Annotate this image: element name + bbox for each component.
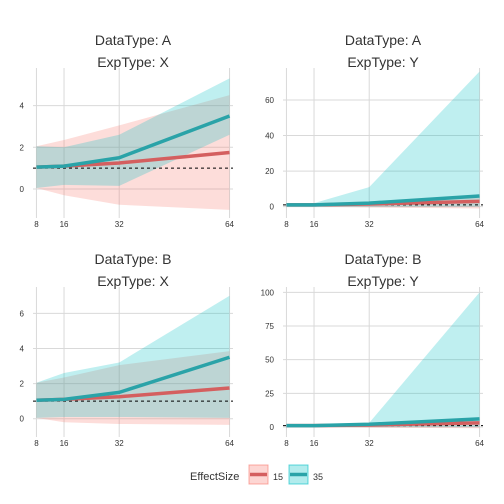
panel-2-band-35: [286, 71, 480, 207]
panel-2-ytick-label: 20: [265, 167, 274, 176]
panel-1-xtick-label: 32: [115, 220, 124, 229]
panel-2-line-35: [286, 194, 480, 207]
panel-4-ytick-label: 25: [265, 389, 274, 398]
panel-4-band-35: [286, 292, 480, 427]
panel-1-ytick-label: 0: [20, 185, 25, 194]
panel-3-xtick-label: 8: [34, 439, 39, 448]
panel-3-ytick-label: 2: [20, 380, 25, 389]
panel-3-band-35: [36, 295, 230, 418]
panel-3-xtick-label: 16: [60, 439, 69, 448]
panel-1: DataType: A ExpType: X 0 2 4 8 16 32 64: [20, 32, 235, 229]
legend-key-35: [288, 464, 309, 485]
panel-1-xtick-label: 16: [60, 220, 69, 229]
panel-2-xtick-label: 8: [284, 220, 289, 229]
panel-3-ytick-label: 6: [20, 309, 25, 318]
panel-4-xtick-label: 64: [475, 439, 484, 448]
panel-4-title-line-2: ExpType: Y: [347, 273, 419, 289]
panel-1-ytick-label: 4: [20, 102, 25, 111]
panel-4-ytick-label: 50: [265, 356, 274, 365]
panel-1-ytick-label: 2: [20, 143, 25, 152]
panel-4-ytick-label: 0: [270, 423, 275, 432]
panel-3-ytick-label: 0: [20, 415, 25, 424]
panel-4-ytick-label: 75: [265, 322, 274, 331]
panel-4-xtick-label: 32: [365, 439, 374, 448]
panel-4-ytick-label: 100: [261, 288, 275, 297]
legend: EffectSize 15 35: [190, 464, 323, 485]
legend-label-15: 15: [273, 472, 283, 482]
panel-2-ytick-label: 0: [270, 203, 275, 212]
panel-1-title-line-1: DataType: A: [95, 32, 172, 48]
panel-2-xtick-label: 64: [475, 220, 484, 229]
panel-3-title-line-1: DataType: B: [94, 251, 171, 267]
panel-1-xtick-label: 64: [225, 220, 234, 229]
legend-title: EffectSize: [190, 471, 239, 483]
panel-3: DataType: B ExpType: X 0 2 4 6 8 16 32 64: [20, 251, 235, 448]
panel-1-band-35: [36, 78, 230, 188]
panel-4-title-line-1: DataType: B: [344, 251, 421, 267]
panel-4: DataType: B ExpType: Y 0 25 50 75 100 8 16 32 64: [261, 251, 485, 448]
panel-2: DataType: A ExpType: Y 0 20 40 60 8 16 32 64: [265, 32, 484, 229]
panel-2-title-line-1: DataType: A: [345, 32, 422, 48]
panel-3-line-35: [36, 355, 231, 403]
panel-1-line-35: [36, 114, 231, 169]
panel-2-xtick-label: 16: [310, 220, 319, 229]
panel-4-xtick-label: 8: [284, 439, 289, 448]
panel-3-title-line-2: ExpType: X: [97, 273, 169, 289]
panel-3-xtick-label: 64: [225, 439, 234, 448]
panel-1-title-line-2: ExpType: X: [97, 54, 169, 70]
panel-1-xtick-label: 8: [34, 220, 39, 229]
panel-3-ytick-label: 4: [20, 344, 25, 353]
panel-3-xtick-label: 32: [115, 439, 124, 448]
legend-key-15: [248, 464, 269, 485]
panel-4-xtick-label: 16: [310, 439, 319, 448]
panel-2-ytick-label: 40: [265, 132, 274, 141]
panel-2-title-line-2: ExpType: Y: [347, 54, 419, 70]
panel-2-ytick-label: 60: [265, 96, 274, 105]
legend-label-35: 35: [313, 472, 323, 482]
panel-4-line-35: [286, 417, 480, 428]
panel-2-xtick-label: 32: [365, 220, 374, 229]
